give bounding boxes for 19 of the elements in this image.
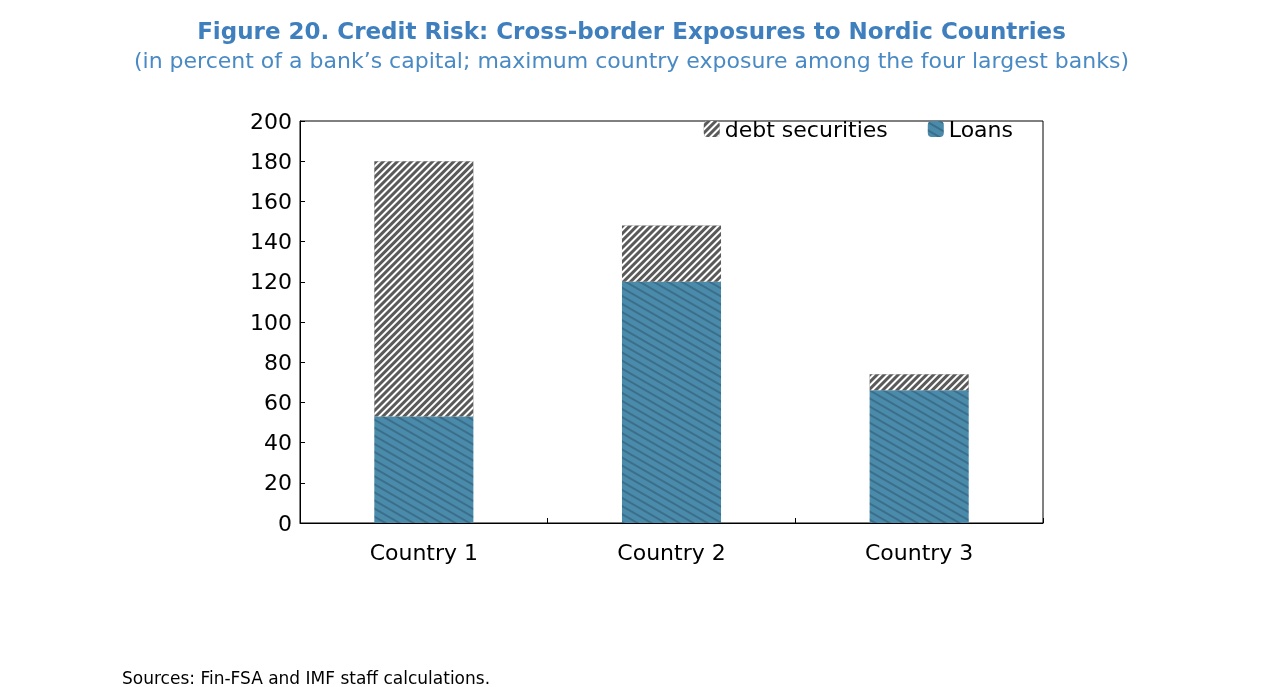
legend-label: Loans (948, 116, 1013, 142)
chart-subtitle: (in percent of a bank’s capital; maximum country exposure among the four largest banks) (132, 48, 1130, 73)
y-tick-label: 20 (264, 470, 292, 496)
x-tick-label: Country 2 (617, 539, 726, 565)
y-tick-label: 60 (264, 389, 292, 415)
y-tick-label: 100 (250, 309, 292, 335)
y-tick-label: 120 (250, 269, 292, 295)
y-tick-label: 80 (264, 349, 292, 375)
y-tick-label: 140 (250, 229, 292, 255)
y-tick-label: 200 (250, 108, 292, 134)
source-note: Sources: Fin-FSA and IMF staff calculations. (122, 668, 491, 687)
x-tick-label: Country 1 (369, 539, 479, 565)
x-tick-label: Country 3 (864, 539, 974, 565)
y-tick-label: 160 (250, 188, 292, 214)
y-tick-label: 0 (278, 510, 292, 536)
y-tick-label: 40 (264, 430, 292, 456)
chart-title: Figure 20. Credit Risk: Cross-border Exposures to Nordic Countries (196, 18, 1067, 44)
legend-label: debt securities (724, 116, 888, 142)
y-tick-label: 180 (250, 148, 292, 174)
